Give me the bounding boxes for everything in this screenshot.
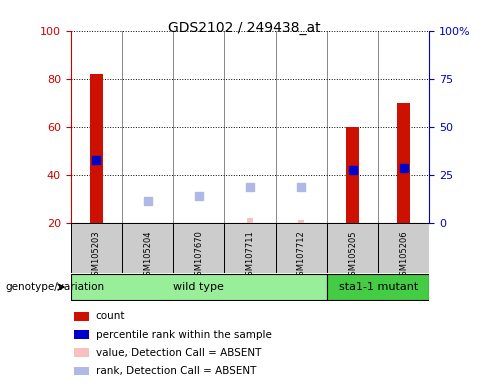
Text: wild type: wild type <box>173 282 224 292</box>
Bar <box>74 348 89 357</box>
Bar <box>173 223 224 273</box>
Text: GSM105203: GSM105203 <box>92 230 101 281</box>
Bar <box>378 223 429 273</box>
Text: count: count <box>96 311 125 321</box>
Point <box>298 184 305 190</box>
Bar <box>74 330 89 339</box>
Text: percentile rank within the sample: percentile rank within the sample <box>96 329 272 339</box>
Point <box>93 157 101 164</box>
Bar <box>74 312 89 321</box>
Text: GSM107712: GSM107712 <box>297 230 306 281</box>
Point <box>246 184 254 190</box>
Bar <box>74 367 89 376</box>
Point <box>144 198 152 204</box>
Text: GSM107670: GSM107670 <box>194 230 203 281</box>
Text: GSM105204: GSM105204 <box>143 230 152 281</box>
Text: value, Detection Call = ABSENT: value, Detection Call = ABSENT <box>96 348 261 358</box>
Bar <box>224 223 276 273</box>
Text: GDS2102 / 249438_at: GDS2102 / 249438_at <box>168 21 320 35</box>
Bar <box>247 218 253 223</box>
Bar <box>71 223 122 273</box>
Text: GSM105205: GSM105205 <box>348 230 357 281</box>
Bar <box>90 74 103 223</box>
Bar <box>71 274 327 300</box>
Point <box>195 193 203 199</box>
Bar <box>122 223 173 273</box>
Bar <box>327 274 429 300</box>
Bar <box>299 220 304 223</box>
Text: rank, Detection Call = ABSENT: rank, Detection Call = ABSENT <box>96 366 256 376</box>
Text: GSM105206: GSM105206 <box>399 230 408 281</box>
Point <box>349 167 357 173</box>
Bar <box>276 223 327 273</box>
Bar <box>397 103 410 223</box>
Text: sta1-1 mutant: sta1-1 mutant <box>339 282 418 292</box>
Text: GSM107711: GSM107711 <box>245 230 255 281</box>
Bar <box>327 223 378 273</box>
Point <box>400 164 408 170</box>
Bar <box>346 127 359 223</box>
Text: genotype/variation: genotype/variation <box>5 282 104 292</box>
